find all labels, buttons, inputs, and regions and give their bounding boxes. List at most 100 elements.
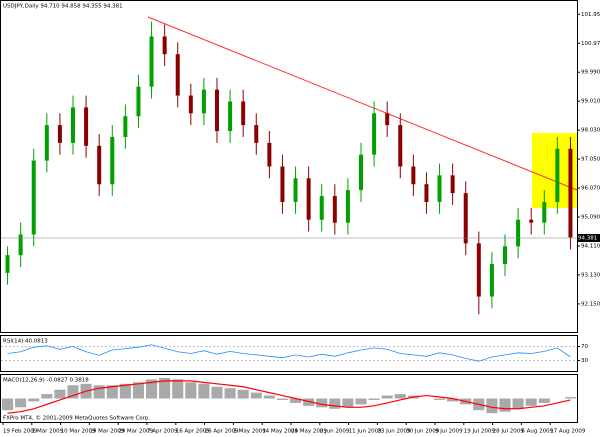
signal-line (7, 380, 571, 414)
candle-body (188, 95, 193, 114)
y-tick-label: 101.950 (581, 12, 600, 18)
macd-bar (290, 398, 302, 403)
candle-body (385, 113, 390, 126)
macd-title: MACD(12,26,9) -0.0827 0.3818 (3, 378, 89, 384)
macd-bar (394, 394, 406, 399)
macd-bar (303, 398, 315, 406)
candle-body (18, 234, 23, 256)
macd-bar (250, 392, 262, 399)
candle-body (175, 54, 180, 96)
macd-bar (434, 398, 446, 400)
macd-bar (93, 385, 105, 399)
macd-bar (538, 398, 550, 403)
candle-body (280, 166, 285, 202)
y-tick-label: 100.970 (581, 41, 600, 47)
macd-bar (316, 398, 328, 408)
x-tick-label: 14 May 2009 (262, 429, 298, 435)
candle-body (568, 148, 573, 238)
candle-body (463, 193, 468, 244)
candle-body (332, 196, 337, 223)
macd-bar (159, 377, 171, 399)
candle-body (476, 243, 481, 297)
rsi-title: RSI(14) 40.0813 (3, 339, 48, 345)
x-tick-label: 26 Apr 2009 (205, 429, 240, 435)
candle-body (267, 142, 272, 167)
macd-bar (329, 398, 341, 409)
price-frame (0, 0, 578, 333)
y-tick-label: 30 (581, 358, 588, 364)
candle-body (542, 201, 547, 223)
y-tick-label: 95.090 (581, 215, 600, 221)
x-tick-label: 16 Apr 2009 (176, 429, 211, 435)
y-tick-label: 70 (581, 344, 588, 350)
candle-body (345, 190, 350, 223)
macd-bar (67, 385, 79, 399)
macd-bar (41, 394, 53, 399)
x-tick-label: 11 Jun 2009 (349, 429, 383, 435)
macd-bar (355, 398, 367, 405)
price-title: USDJPY,Daily 94.710 94.858 94.355 94.381 (3, 4, 123, 10)
macd-bar (525, 398, 537, 406)
trend-line (147, 16, 578, 191)
candle-body (44, 125, 49, 161)
y-tick-label: 92.150 (581, 301, 600, 307)
x-tick-label: 10 Mar 2009 (61, 429, 96, 435)
macd-bar (28, 398, 40, 402)
x-tick-label: 2 Jun 2009 (320, 429, 350, 435)
candle-body (123, 116, 128, 137)
candle-body (411, 166, 416, 185)
x-tick-label: 5 May 2009 (233, 429, 266, 435)
last-price-label: 94.381 (578, 235, 597, 241)
macd-bar (447, 398, 459, 402)
macd-bar (211, 386, 223, 399)
y-tick-label: 96.070 (581, 186, 600, 192)
candle-body (398, 125, 403, 167)
macd-bar (132, 382, 144, 399)
macd-bar (342, 398, 354, 408)
macd-bar (54, 389, 66, 399)
x-tick-label: 19 Feb 2009 (3, 429, 38, 435)
macd-bar (15, 398, 27, 408)
macd-bar (224, 388, 236, 399)
candle-body (215, 89, 219, 132)
macd-bar (2, 398, 14, 411)
candle-body (57, 125, 62, 143)
macd-bar (381, 395, 393, 399)
macd-bar (119, 383, 131, 399)
last-price-box (577, 233, 600, 242)
y-tick-label: 99.010 (581, 99, 600, 105)
macd-bar (198, 383, 210, 399)
candle-body (359, 154, 363, 191)
candle-body (162, 36, 167, 55)
x-tick-label: 19 Mar 2009 (89, 429, 124, 435)
x-tick-label: 7 Apr 2009 (147, 429, 178, 435)
candle-body (201, 89, 206, 114)
macd-bar (185, 382, 197, 399)
x-tick-label: 6 Aug 2009 (521, 429, 553, 435)
x-tick-label: 17 Aug 2009 (550, 429, 586, 435)
macd-bar (146, 379, 158, 399)
candle-body (136, 86, 141, 117)
macd-frame (0, 374, 578, 423)
macd-bar (512, 398, 524, 409)
y-tick-label: 98.030 (581, 128, 600, 134)
candle-body (110, 136, 115, 185)
macd-bar (499, 398, 511, 412)
rsi-line (7, 344, 571, 362)
macd-bar (486, 398, 498, 414)
candle-body (97, 145, 102, 185)
candle-body (241, 101, 246, 126)
candle-body (293, 178, 298, 202)
x-tick-label: 29 Mar 2009 (118, 429, 153, 435)
candle-body (555, 148, 560, 202)
candle-body (228, 101, 233, 132)
candle-body (372, 113, 377, 155)
candle-body (489, 264, 494, 297)
y-tick-label: 97.050 (581, 157, 600, 163)
y-tick-label: 93.130 (581, 272, 600, 278)
footer: FXPro MT4, © 2001-2009 MetaQuotes Softwa… (3, 415, 150, 422)
macd-bar (564, 397, 576, 399)
x-tick-label: 24 May 2009 (291, 429, 327, 435)
